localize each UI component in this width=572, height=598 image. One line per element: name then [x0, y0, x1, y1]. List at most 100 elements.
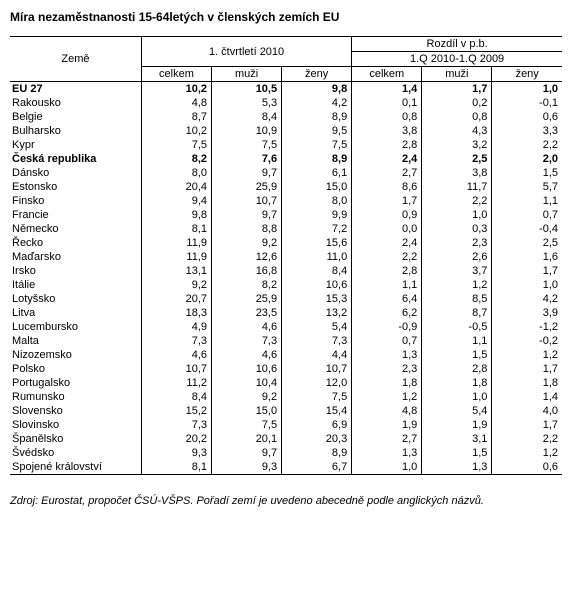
value-cell: 7,5 [282, 138, 352, 152]
value-cell: 13,2 [282, 306, 352, 320]
header-c3: ženy [282, 67, 352, 82]
value-cell: 11,2 [141, 376, 211, 390]
value-cell: 4,9 [141, 320, 211, 334]
value-cell: -0,2 [492, 334, 562, 348]
country-cell: Španělsko [10, 432, 141, 446]
value-cell: 9,8 [282, 82, 352, 97]
value-cell: 1,3 [352, 446, 422, 460]
value-cell: 8,4 [141, 390, 211, 404]
value-cell: 2,7 [352, 166, 422, 180]
value-cell: 1,2 [492, 446, 562, 460]
country-cell: Bulharsko [10, 124, 141, 138]
country-cell: Spojené království [10, 460, 141, 475]
value-cell: 8,5 [422, 292, 492, 306]
country-cell: Německo [10, 222, 141, 236]
value-cell: 0,8 [422, 110, 492, 124]
value-cell: 10,2 [141, 124, 211, 138]
value-cell: 1,2 [492, 348, 562, 362]
value-cell: -0,5 [422, 320, 492, 334]
value-cell: 10,5 [212, 82, 282, 97]
country-cell: Malta [10, 334, 141, 348]
value-cell: 20,1 [212, 432, 282, 446]
country-cell: Řecko [10, 236, 141, 250]
value-cell: 7,3 [282, 334, 352, 348]
header-group1: 1. čtvrtletí 2010 [141, 37, 351, 67]
value-cell: 2,3 [422, 236, 492, 250]
value-cell: 1,1 [352, 278, 422, 292]
value-cell: 10,4 [212, 376, 282, 390]
value-cell: 1,0 [492, 278, 562, 292]
value-cell: 8,9 [282, 110, 352, 124]
table-row: Česká republika8,27,68,92,42,52,0 [10, 152, 562, 166]
value-cell: 5,3 [212, 96, 282, 110]
table-row: Belgie8,78,48,90,80,80,6 [10, 110, 562, 124]
value-cell: 0,3 [422, 222, 492, 236]
value-cell: 2,4 [352, 236, 422, 250]
value-cell: 9,7 [212, 446, 282, 460]
value-cell: 15,4 [282, 404, 352, 418]
table-row: Estonsko20,425,915,08,611,75,7 [10, 180, 562, 194]
header-c1: celkem [141, 67, 211, 82]
table-row: Švédsko9,39,78,91,31,51,2 [10, 446, 562, 460]
country-cell: Česká republika [10, 152, 141, 166]
value-cell: 9,7 [212, 166, 282, 180]
value-cell: 0,0 [352, 222, 422, 236]
value-cell: 9,2 [212, 236, 282, 250]
value-cell: 8,7 [422, 306, 492, 320]
value-cell: 1,2 [352, 390, 422, 404]
country-cell: Finsko [10, 194, 141, 208]
table-row: Dánsko8,09,76,12,73,81,5 [10, 166, 562, 180]
table-row: Lucembursko4,94,65,4-0,9-0,5-1,2 [10, 320, 562, 334]
value-cell: 2,2 [492, 432, 562, 446]
country-cell: Nizozemsko [10, 348, 141, 362]
header-country: Země [10, 37, 141, 82]
value-cell: 2,7 [352, 432, 422, 446]
value-cell: 7,3 [141, 418, 211, 432]
value-cell: 1,7 [492, 264, 562, 278]
value-cell: 8,4 [282, 264, 352, 278]
value-cell: 25,9 [212, 180, 282, 194]
value-cell: 9,3 [141, 446, 211, 460]
value-cell: 10,7 [282, 362, 352, 376]
value-cell: 18,3 [141, 306, 211, 320]
value-cell: 5,7 [492, 180, 562, 194]
country-cell: Rumunsko [10, 390, 141, 404]
value-cell: 1,7 [492, 362, 562, 376]
value-cell: 5,4 [282, 320, 352, 334]
country-cell: Švédsko [10, 446, 141, 460]
country-cell: EU 27 [10, 82, 141, 97]
value-cell: 13,1 [141, 264, 211, 278]
value-cell: -1,2 [492, 320, 562, 334]
value-cell: 8,1 [141, 222, 211, 236]
table-row: Německo8,18,87,20,00,3-0,4 [10, 222, 562, 236]
value-cell: 10,6 [212, 362, 282, 376]
value-cell: 4,0 [492, 404, 562, 418]
value-cell: 8,8 [212, 222, 282, 236]
value-cell: 6,2 [352, 306, 422, 320]
value-cell: 1,4 [492, 390, 562, 404]
value-cell: -0,4 [492, 222, 562, 236]
table-row: Španělsko20,220,120,32,73,12,2 [10, 432, 562, 446]
value-cell: 7,5 [212, 138, 282, 152]
table-row: Francie9,89,79,90,91,00,7 [10, 208, 562, 222]
table-row: Finsko9,410,78,01,72,21,1 [10, 194, 562, 208]
footnote: Zdroj: Eurostat, propočet ČSÚ-VŠPS. Pořa… [10, 495, 562, 507]
value-cell: 3,3 [492, 124, 562, 138]
value-cell: 10,6 [282, 278, 352, 292]
value-cell: 2,8 [352, 138, 422, 152]
value-cell: 7,5 [141, 138, 211, 152]
value-cell: 2,6 [422, 250, 492, 264]
value-cell: 15,3 [282, 292, 352, 306]
table-row: Maďarsko11,912,611,02,22,61,6 [10, 250, 562, 264]
value-cell: 0,7 [352, 334, 422, 348]
unemployment-table: Země 1. čtvrtletí 2010 Rozdíl v p.b. 1.Q… [10, 36, 562, 475]
country-cell: Lotyšsko [10, 292, 141, 306]
value-cell: 15,2 [141, 404, 211, 418]
country-cell: Slovensko [10, 404, 141, 418]
country-cell: Francie [10, 208, 141, 222]
country-cell: Lucembursko [10, 320, 141, 334]
country-cell: Irsko [10, 264, 141, 278]
value-cell: 1,9 [352, 418, 422, 432]
header-c6: ženy [492, 67, 562, 82]
table-row: Lotyšsko20,725,915,36,48,54,2 [10, 292, 562, 306]
